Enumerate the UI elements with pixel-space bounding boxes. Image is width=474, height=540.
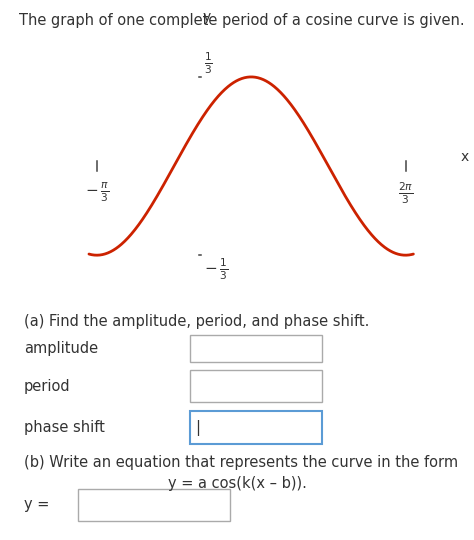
Text: $\frac{1}{3}$: $\frac{1}{3}$ — [204, 50, 212, 76]
Text: (b) Write an equation that represents the curve in the form: (b) Write an equation that represents th… — [24, 455, 458, 470]
Text: phase shift: phase shift — [24, 420, 105, 435]
Text: x: x — [460, 150, 468, 164]
Text: amplitude: amplitude — [24, 341, 98, 356]
Text: $\frac{2\pi}{3}$: $\frac{2\pi}{3}$ — [398, 181, 413, 206]
Text: $-\,\frac{1}{3}$: $-\,\frac{1}{3}$ — [204, 256, 228, 282]
Text: y = a cos(k(x – b)).: y = a cos(k(x – b)). — [168, 476, 306, 491]
Text: $-\,\frac{\pi}{3}$: $-\,\frac{\pi}{3}$ — [85, 181, 109, 204]
Text: The graph of one complete period of a cosine curve is given.: The graph of one complete period of a co… — [19, 14, 465, 29]
Text: y =: y = — [24, 497, 49, 512]
Text: (a) Find the amplitude, period, and phase shift.: (a) Find the amplitude, period, and phas… — [24, 314, 369, 329]
Text: y: y — [202, 10, 210, 24]
Text: |: | — [195, 420, 201, 436]
Text: period: period — [24, 379, 70, 394]
